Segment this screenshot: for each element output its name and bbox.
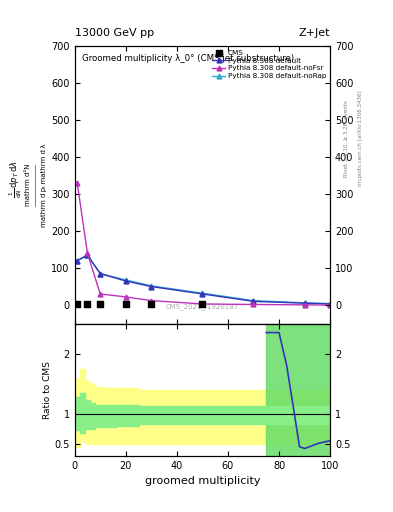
- Pythia 8.308 default-noRap: [85, 252, 90, 258]
- CMS: [74, 300, 81, 308]
- Pythia 8.308 default-noFsr: [200, 301, 205, 307]
- Text: 13000 GeV pp: 13000 GeV pp: [75, 28, 154, 38]
- Text: Rivet 3.1.10, ≥ 3.2M events: Rivet 3.1.10, ≥ 3.2M events: [344, 100, 349, 177]
- Pythia 8.308 default: [98, 270, 103, 276]
- Pythia 8.308 default: [75, 258, 80, 264]
- Legend: CMS, Pythia 8.308 default, Pythia 8.308 default-noFsr, Pythia 8.308 default-noRa: CMS, Pythia 8.308 default, Pythia 8.308 …: [211, 48, 328, 81]
- Pythia 8.308 default: [251, 298, 256, 305]
- Pythia 8.308 default-noRap: [149, 283, 154, 289]
- Pythia 8.308 default-noRap: [123, 277, 128, 283]
- Pythia 8.308 default-noRap: [328, 301, 332, 307]
- Text: $\frac{1}{\mathrm{d}N}\,\mathrm{d}p_T\,\mathrm{d}\lambda$: $\frac{1}{\mathrm{d}N}\,\mathrm{d}p_T\,\…: [7, 160, 24, 198]
- CMS: [84, 300, 90, 308]
- CMS: [97, 300, 103, 308]
- Pythia 8.308 default: [123, 278, 128, 284]
- Pythia 8.308 default-noRap: [251, 297, 256, 304]
- Pythia 8.308 default: [302, 300, 307, 306]
- Y-axis label: Ratio to CMS: Ratio to CMS: [43, 360, 51, 418]
- Pythia 8.308 default-noRap: [98, 270, 103, 276]
- Pythia 8.308 default-noFsr: [85, 250, 90, 257]
- Line: Pythia 8.308 default-noFsr: Pythia 8.308 default-noFsr: [75, 181, 332, 308]
- Pythia 8.308 default-noFsr: [302, 302, 307, 308]
- Line: Pythia 8.308 default: Pythia 8.308 default: [75, 253, 332, 306]
- Pythia 8.308 default-noRap: [302, 300, 307, 306]
- Pythia 8.308 default-noRap: [200, 290, 205, 296]
- Pythia 8.308 default-noRap: [75, 258, 80, 264]
- Text: mcplots.cern.ch [arXiv:1306.3436]: mcplots.cern.ch [arXiv:1306.3436]: [358, 91, 363, 186]
- Pythia 8.308 default-noFsr: [328, 302, 332, 308]
- Line: Pythia 8.308 default-noRap: Pythia 8.308 default-noRap: [75, 253, 332, 306]
- CMS: [148, 300, 154, 308]
- Pythia 8.308 default: [149, 284, 154, 290]
- Text: Z+Jet: Z+Jet: [299, 28, 330, 38]
- Pythia 8.308 default-noFsr: [251, 302, 256, 308]
- Pythia 8.308 default-noFsr: [75, 180, 80, 186]
- Pythia 8.308 default: [85, 252, 90, 258]
- Y-axis label: mathrm d²N
――――――
mathrm d pₜ mathrm d λ: mathrm d²N ―――――― mathrm d pₜ mathrm d λ: [25, 143, 47, 226]
- Pythia 8.308 default: [200, 291, 205, 297]
- Pythia 8.308 default: [328, 301, 332, 307]
- Text: Groomed multiplicity λ_0° (CMS jet substructure): Groomed multiplicity λ_0° (CMS jet subst…: [83, 54, 294, 63]
- Text: CMS_2021_I1920187: CMS_2021_I1920187: [166, 303, 239, 310]
- X-axis label: groomed multiplicity: groomed multiplicity: [145, 476, 260, 486]
- CMS: [199, 300, 206, 308]
- Pythia 8.308 default-noFsr: [98, 291, 103, 297]
- Pythia 8.308 default-noFsr: [149, 297, 154, 304]
- CMS: [123, 300, 129, 308]
- Pythia 8.308 default-noFsr: [123, 294, 128, 300]
